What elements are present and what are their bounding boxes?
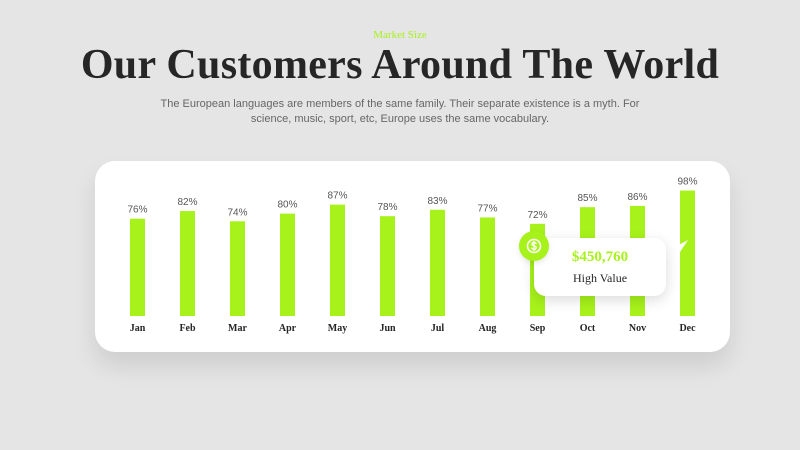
x-tick-label: Aug <box>479 323 497 334</box>
bar-jan <box>130 218 145 316</box>
bar-value-label: 72% <box>527 210 547 221</box>
subtitle-line: science, music, sport, etc, Europe uses … <box>250 113 550 125</box>
bar-apr <box>280 213 295 316</box>
bar-value-label: 82% <box>177 197 197 208</box>
x-tick-label: Mar <box>228 323 247 334</box>
bar-jul <box>430 209 445 316</box>
bar-jun <box>380 216 395 316</box>
bar-dec <box>680 190 695 316</box>
bar-value-label: 85% <box>577 193 597 204</box>
bar-mar <box>230 221 245 316</box>
value-tooltip: $450,760 High Value <box>534 238 666 296</box>
x-tick-label: Jun <box>379 323 396 334</box>
bar-value-label: 80% <box>277 200 297 211</box>
bar-value-label: 86% <box>627 192 647 203</box>
x-tick-label: Jul <box>431 323 445 334</box>
bar-aug <box>480 217 495 316</box>
bar-feb <box>180 211 195 316</box>
section-eyebrow: Market Size <box>373 29 427 41</box>
bar-value-label: 98% <box>677 177 697 188</box>
bar-value-label: 74% <box>227 207 247 218</box>
tooltip-value: $450,760 <box>571 249 629 265</box>
bar-value-label: 87% <box>327 191 347 202</box>
bar-value-label: 76% <box>127 205 147 216</box>
bar-value-label: 77% <box>477 203 497 214</box>
bar-chart: 76% Jan 82% Feb 74% Mar 80% Apr 87% May 78% Jun 83% J… <box>127 177 697 334</box>
x-tick-label: Oct <box>580 323 596 334</box>
bar-value-label: 83% <box>427 196 447 207</box>
x-tick-label: Apr <box>279 323 297 334</box>
subtitle-line: The European languages are members of th… <box>160 98 640 110</box>
page-title: Our Customers Around The World <box>80 42 720 88</box>
x-tick-label: Dec <box>679 323 696 334</box>
page-subtitle: The European languages are members of th… <box>150 97 650 127</box>
bar-value-label: 78% <box>377 202 397 213</box>
tooltip-label: High Value <box>572 271 628 285</box>
x-tick-label: May <box>328 323 347 334</box>
bar-may <box>330 204 345 316</box>
x-tick-label: Jan <box>130 323 146 334</box>
x-tick-label: Nov <box>629 323 646 334</box>
dollar-coin-icon <box>519 231 549 261</box>
x-tick-label: Feb <box>179 323 196 334</box>
x-tick-label: Sep <box>530 323 546 334</box>
